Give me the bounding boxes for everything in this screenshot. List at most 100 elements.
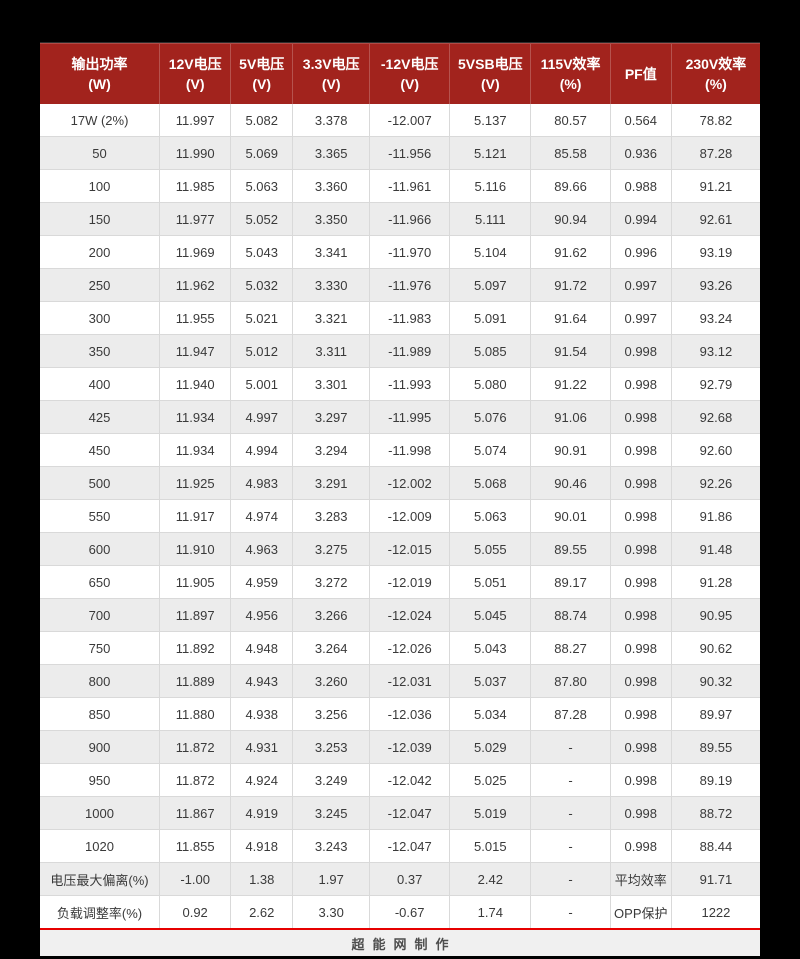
- value-cell: 3.30: [292, 895, 371, 928]
- row-label-cell: 450: [40, 433, 161, 467]
- value-cell: 5.116: [449, 169, 532, 203]
- value-cell: -11.983: [369, 301, 451, 335]
- column-header: 12V电压 (V): [159, 42, 231, 104]
- value-cell: -: [530, 862, 611, 896]
- table-row: 150 11.977 5.052 3.350 -11.966 5.111 90.94 0.99…: [40, 202, 760, 236]
- header-row: 输出功率 (W) 12V电压 (V) 5V电压 (V) 3.3V电压 (V) -12V电压 (V)…: [40, 42, 760, 104]
- table-row: 电压最大偏离(%) -1.00 1.38 1.97 0.37 2.42- 平均效率 91.71: [40, 862, 760, 896]
- divider-line: [40, 928, 760, 930]
- value-cell: 5.082: [230, 104, 294, 137]
- value-cell: -12.047: [369, 796, 451, 830]
- value-cell: 1.38: [230, 862, 294, 896]
- value-cell: 5.019: [449, 796, 532, 830]
- column-header: 5VSB电压 (V): [449, 42, 531, 104]
- value-cell: 5.068: [449, 466, 532, 500]
- value-cell: 80.57: [530, 104, 611, 137]
- value-cell: 0.564: [609, 104, 672, 137]
- value-cell: 0.936: [609, 136, 672, 170]
- column-header: 输出功率 (W): [40, 42, 160, 104]
- table-row: 550 11.917 4.974 3.283 -12.009 5.063 90.01 0.99…: [40, 499, 760, 533]
- value-cell: -12.039: [369, 730, 451, 764]
- value-cell: 3.294: [292, 433, 371, 467]
- row-label-cell: 50: [40, 136, 161, 170]
- row-label-cell: 750: [40, 631, 161, 665]
- value-cell: 0.998: [609, 466, 672, 500]
- value-cell: 0.998: [609, 664, 672, 698]
- value-cell: 0.988: [609, 169, 672, 203]
- row-label-cell: 850: [40, 697, 161, 731]
- value-cell: 1222: [670, 895, 760, 928]
- value-cell: 92.60: [670, 433, 760, 467]
- value-cell: 91.71: [670, 862, 760, 896]
- value-cell: 4.963: [230, 532, 294, 566]
- value-cell: 0.998: [609, 796, 672, 830]
- column-unit: (W): [88, 76, 111, 92]
- column-unit: (V): [185, 76, 205, 92]
- value-cell: -11.970: [369, 235, 451, 269]
- value-cell: 11.969: [159, 235, 232, 269]
- value-cell: 0.997: [609, 268, 672, 302]
- value-cell: 0.998: [609, 697, 672, 731]
- value-cell: 91.64: [530, 301, 611, 335]
- column-unit: (V): [321, 76, 341, 92]
- value-cell: 3.253: [292, 730, 371, 764]
- value-cell: 5.097: [449, 268, 532, 302]
- value-cell: 平均效率: [609, 862, 672, 896]
- value-cell: -11.956: [369, 136, 451, 170]
- value-cell: -11.961: [369, 169, 451, 203]
- table-row: 250 11.962 5.032 3.330 -11.976 5.097 91.72 0.99…: [40, 268, 760, 302]
- value-cell: 89.97: [670, 697, 760, 731]
- value-cell: 2.42: [449, 862, 532, 896]
- value-cell: 4.938: [230, 697, 294, 731]
- table-row: 750 11.892 4.948 3.264 -12.026 5.043 88.27 0.99…: [40, 631, 760, 665]
- value-cell: 88.27: [530, 631, 611, 665]
- table-row: 1000 11.867 4.919 3.245 -12.047 5.019-0.998 88…: [40, 796, 760, 830]
- value-cell: 4.924: [230, 763, 294, 797]
- value-cell: 5.111: [449, 202, 532, 236]
- value-cell: 88.74: [530, 598, 611, 632]
- row-label-cell: 17W (2%): [40, 104, 161, 137]
- row-label-cell: 1020: [40, 829, 161, 863]
- value-cell: 92.68: [670, 400, 760, 434]
- value-cell: 11.880: [159, 697, 232, 731]
- row-label-cell: 550: [40, 499, 161, 533]
- value-cell: 5.080: [449, 367, 532, 401]
- value-cell: 11.889: [159, 664, 232, 698]
- value-cell: 0.998: [609, 334, 672, 368]
- column-label: 12V电压: [168, 56, 222, 72]
- value-cell: 3.311: [292, 334, 371, 368]
- column-header: -12V电压 (V): [369, 42, 450, 104]
- value-cell: 5.104: [449, 235, 532, 269]
- value-cell: 0.998: [609, 367, 672, 401]
- column-label: PF值: [624, 66, 657, 82]
- row-label-cell: 900: [40, 730, 161, 764]
- table-row: 425 11.934 4.997 3.297 -11.995 5.076 91.06 0.99…: [40, 400, 760, 434]
- value-cell: 0.998: [609, 598, 672, 632]
- value-cell: -12.026: [369, 631, 451, 665]
- value-cell: 3.365: [292, 136, 371, 170]
- row-label-cell: 300: [40, 301, 161, 335]
- value-cell: 5.032: [230, 268, 294, 302]
- value-cell: 3.330: [292, 268, 371, 302]
- value-cell: 90.94: [530, 202, 611, 236]
- row-label-cell: 250: [40, 268, 161, 302]
- value-cell: 93.19: [670, 235, 760, 269]
- value-cell: 11.962: [159, 268, 232, 302]
- value-cell: 0.998: [609, 631, 672, 665]
- value-cell: 3.321: [292, 301, 371, 335]
- value-cell: 11.985: [159, 169, 232, 203]
- value-cell: -: [530, 829, 611, 863]
- value-cell: 0.994: [609, 202, 672, 236]
- value-cell: 3.243: [292, 829, 371, 863]
- value-cell: 11.867: [159, 796, 232, 830]
- column-header: PF值: [609, 42, 672, 104]
- value-cell: 4.918: [230, 829, 294, 863]
- table-row: 650 11.905 4.959 3.272 -12.019 5.051 89.17 0.99…: [40, 565, 760, 599]
- value-cell: 11.925: [159, 466, 232, 500]
- table-row: 200 11.969 5.043 3.341 -11.970 5.104 91.62 0.99…: [40, 235, 760, 269]
- value-cell: 0.998: [609, 400, 672, 434]
- column-label: 115V效率: [540, 56, 601, 72]
- table-row: 350 11.947 5.012 3.311 -11.989 5.085 91.54 0.99…: [40, 334, 760, 368]
- value-cell: 11.934: [159, 433, 232, 467]
- column-header: 5V电压 (V): [230, 42, 293, 104]
